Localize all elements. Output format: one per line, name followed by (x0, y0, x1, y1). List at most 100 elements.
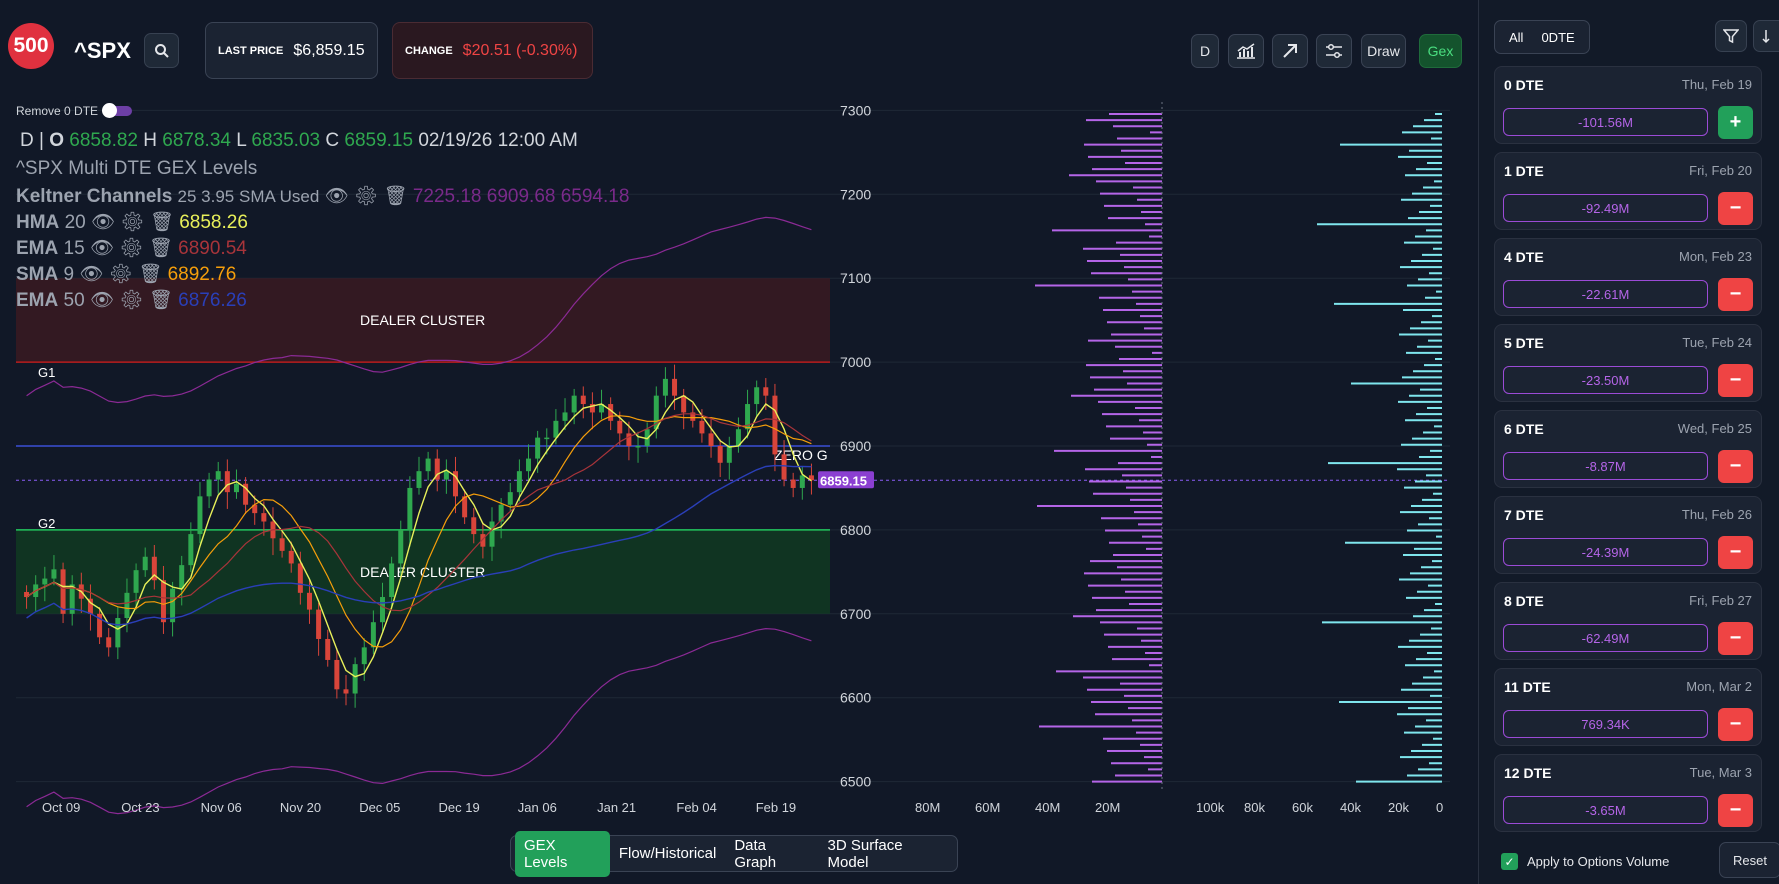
gex-bar (1143, 431, 1162, 434)
remove-button[interactable]: − (1718, 708, 1753, 741)
reset-button[interactable]: Reset (1719, 842, 1779, 878)
gex-bar (1056, 670, 1162, 673)
gex-bar (1125, 590, 1162, 593)
dealer-cluster-upper-zone (16, 278, 830, 363)
candle-body (781, 454, 787, 480)
remove-button[interactable]: − (1718, 794, 1753, 827)
y-tick-label: 7100 (840, 270, 871, 286)
apply-options-volume-row[interactable]: ✓ Apply to Options Volume (1501, 853, 1669, 870)
trash-icon[interactable]: 🗑 (383, 186, 408, 207)
volume-bar (1435, 602, 1442, 605)
tab-gex-levels[interactable]: GEX Levels (515, 830, 610, 877)
search-button[interactable] (144, 33, 179, 68)
chart-area[interactable]: 7300 7200 7100 7000 6900 6800 6700 6600 6500 DEAL… (0, 90, 1480, 884)
dte-date: Thu, Feb 19 (1681, 77, 1752, 92)
eye-icon[interactable]: 👁 (89, 290, 115, 311)
gear-icon[interactable]: ⚙ (119, 238, 144, 259)
indicators-button[interactable] (1228, 34, 1264, 68)
gear-icon[interactable]: ⚙ (108, 264, 133, 285)
gex-bar (1088, 584, 1162, 587)
trend-arrow-button[interactable] (1272, 34, 1308, 68)
dte-label: 6 DTE (1504, 421, 1544, 437)
gex-value-field[interactable]: -22.61M (1503, 280, 1708, 308)
g2-label: G2 (38, 516, 55, 531)
volume-bar (1436, 290, 1442, 293)
tab-data-graph[interactable]: Data Graph (734, 836, 777, 871)
dte-card: 5 DTE Tue, Feb 24 -23.50M − (1494, 324, 1762, 402)
tab-3d-surface-model[interactable]: 3D Surface Model (827, 836, 903, 871)
remove-button[interactable]: − (1718, 278, 1753, 311)
gex-value-field[interactable]: -24.39M (1503, 538, 1708, 566)
gex-value-field[interactable]: -62.49M (1503, 624, 1708, 652)
eye-icon[interactable]: 👁 (324, 186, 349, 207)
volume-bar (1420, 633, 1442, 636)
eye-icon[interactable]: 👁 (89, 238, 115, 259)
dte-card: 12 DTE Tue, Mar 3 -3.65M − (1494, 754, 1762, 832)
trash-icon[interactable]: 🗑 (138, 264, 163, 285)
candle-body (97, 613, 103, 638)
tab-flow-historical[interactable]: Flow/Historical (618, 845, 717, 862)
gex-value-field[interactable]: -3.65M (1503, 796, 1708, 824)
filter-button[interactable] (1715, 20, 1747, 52)
candle-body (69, 584, 75, 614)
eye-icon[interactable]: 👁 (90, 212, 116, 233)
gex-bar (1105, 529, 1162, 532)
remove-button[interactable]: − (1718, 364, 1753, 397)
candle-body (772, 395, 778, 455)
candle-body (799, 475, 805, 488)
candle-body (544, 437, 550, 440)
interval-button[interactable]: D (1191, 34, 1219, 68)
gex-value-field[interactable]: -92.49M (1503, 194, 1708, 222)
settings-button[interactable] (1316, 34, 1352, 68)
gex-bar (1149, 664, 1162, 667)
volume-bar (1435, 357, 1442, 360)
gex-value-field[interactable]: -23.50M (1503, 366, 1708, 394)
candle-body (179, 565, 185, 589)
gex-bar (1148, 768, 1162, 771)
remove-0dte-toggle-row[interactable]: Remove 0 DTE (16, 103, 133, 118)
sort-button[interactable] (1753, 20, 1779, 52)
remove-button[interactable]: − (1718, 622, 1753, 655)
checkbox-checked-icon[interactable]: ✓ (1501, 853, 1518, 870)
gex-bar (1086, 364, 1162, 367)
remove-button[interactable]: − (1718, 536, 1753, 569)
volume-bar (1428, 339, 1442, 342)
gex-value-field[interactable]: 769.34K (1503, 710, 1708, 738)
trash-icon[interactable]: 🗑 (148, 290, 173, 311)
volume-bar (1416, 168, 1442, 171)
draw-button[interactable]: Draw (1361, 34, 1406, 68)
add-button[interactable]: + (1718, 106, 1753, 139)
candle-body (808, 475, 814, 481)
candle-body (763, 387, 769, 396)
filter-0dte-button[interactable]: 0DTE (1541, 29, 1575, 45)
gex-value-field[interactable]: -101.56M (1503, 108, 1708, 136)
trash-icon[interactable]: 🗑 (149, 212, 174, 233)
last-price-box: LAST PRICE $6,859.15 (205, 22, 378, 79)
eye-icon[interactable]: 👁 (79, 264, 104, 285)
main-chart-svg[interactable]: 7300 7200 7100 7000 6900 6800 6700 6600 6500 DEAL… (0, 90, 1480, 884)
filter-all-button[interactable]: All (1509, 29, 1524, 45)
gear-icon[interactable]: ⚙ (119, 290, 144, 311)
volume-x-tick-label: 80k (1244, 800, 1265, 815)
trash-icon[interactable]: 🗑 (148, 238, 173, 259)
gear-icon[interactable]: ⚙ (354, 186, 379, 207)
remove-button[interactable]: − (1718, 450, 1753, 483)
gex-bar (1084, 143, 1162, 146)
gex-button[interactable]: Gex (1419, 34, 1462, 68)
gex-value-field[interactable]: -8.87M (1503, 452, 1708, 480)
candle-body (334, 659, 340, 690)
candle-body (224, 471, 230, 493)
gex-bar (1104, 204, 1162, 207)
volume-bar (1322, 621, 1442, 624)
remove-0dte-toggle[interactable] (102, 103, 133, 118)
volume-bar (1403, 308, 1442, 311)
gex-bar (1112, 658, 1162, 661)
dte-date: Tue, Mar 3 (1689, 765, 1752, 780)
gear-icon[interactable]: ⚙ (120, 212, 145, 233)
gex-bar (1118, 462, 1162, 465)
candle-body (389, 563, 395, 598)
volume-bar (1356, 780, 1442, 783)
keltner-lower-line (26, 627, 812, 815)
volume-bar (1418, 768, 1442, 771)
remove-button[interactable]: − (1718, 192, 1753, 225)
